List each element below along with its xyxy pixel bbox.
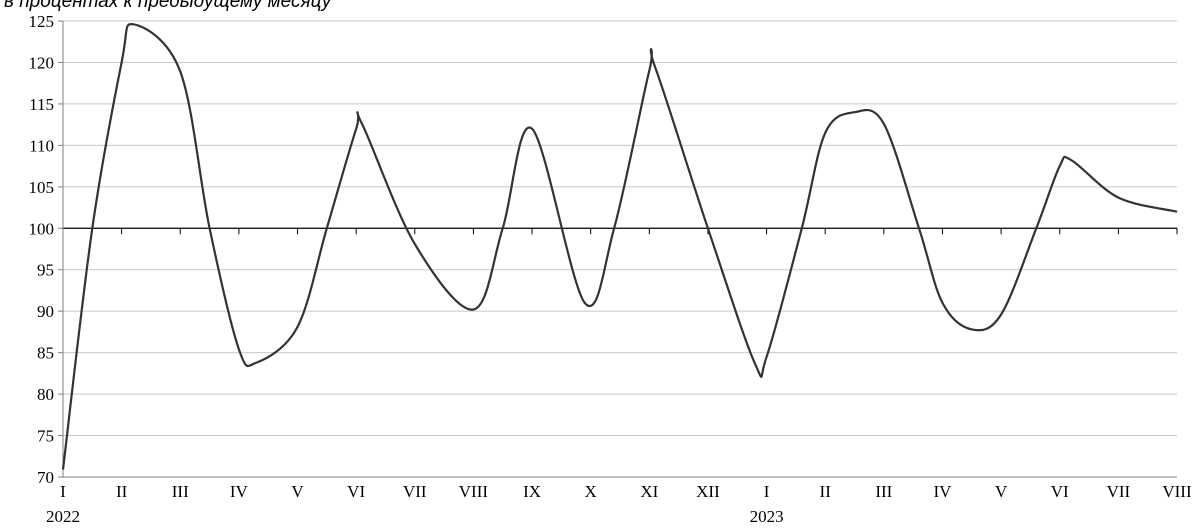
- year-label-2022: 2022: [46, 507, 80, 526]
- y-tick-label-95: 95: [37, 261, 54, 280]
- y-tick-label-120: 120: [29, 53, 55, 72]
- x-tick-label-15: IV: [933, 482, 952, 501]
- y-tick-label-70: 70: [37, 468, 54, 487]
- x-tick-label-2: III: [172, 482, 189, 501]
- x-tick-label-12: I: [764, 482, 770, 501]
- reference-line-layer: [62, 227, 1178, 235]
- x-tick-label-3: IV: [230, 482, 249, 501]
- x-tick-label-8: IX: [523, 482, 541, 501]
- year-label-2023: 2023: [750, 507, 784, 526]
- x-tick-label-6: VII: [403, 482, 427, 501]
- x-tick-label-11: XII: [696, 482, 720, 501]
- y-tick-label-100: 100: [29, 219, 55, 238]
- x-tick-label-10: XI: [640, 482, 658, 501]
- x-tick-label-7: VIII: [459, 482, 489, 501]
- x-tick-label-4: V: [291, 482, 304, 501]
- series-layer: [61, 23, 1178, 470]
- series-line-0: [61, 23, 1178, 470]
- y-tick-label-115: 115: [29, 95, 54, 114]
- x-tick-label-9: X: [585, 482, 597, 501]
- chart-subtitle: в процентах к предыдущему месяцу: [4, 0, 332, 12]
- x-tick-label-13: II: [820, 482, 832, 501]
- x-tick-label-0: I: [60, 482, 66, 501]
- x-tick-label-1: II: [116, 482, 128, 501]
- y-tick-label-90: 90: [37, 302, 54, 321]
- y-tick-label-85: 85: [37, 344, 54, 363]
- gridlines: [63, 20, 1177, 437]
- y-tick-label-105: 105: [29, 178, 55, 197]
- x-tick-label-16: V: [995, 482, 1008, 501]
- x-tick-label-19: VIII: [1162, 482, 1192, 501]
- y-tick-label-80: 80: [37, 385, 54, 404]
- axes: [58, 20, 1177, 478]
- y-tick-label-75: 75: [37, 427, 54, 446]
- y-tick-label-125: 125: [29, 12, 55, 31]
- y-tick-label-110: 110: [29, 136, 54, 155]
- x-tick-label-5: VI: [347, 482, 365, 501]
- x-tick-label-17: VI: [1051, 482, 1069, 501]
- x-tick-label-14: III: [875, 482, 892, 501]
- x-tick-label-18: VII: [1107, 482, 1131, 501]
